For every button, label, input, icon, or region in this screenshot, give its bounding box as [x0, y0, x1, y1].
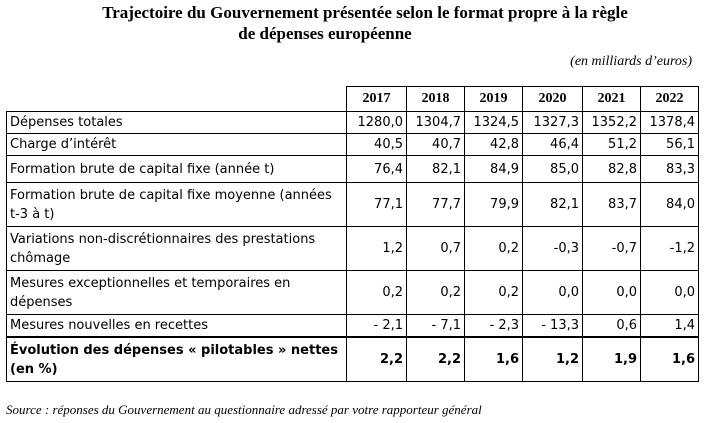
table-cell: -0,3 — [522, 226, 583, 271]
table-row: Mesures exceptionnelles et temporaires e… — [6, 270, 699, 315]
document-title: Trajectoire du Gouvernement présentée se… — [0, 2, 710, 44]
table-row: Formation brute de capital fixe (année t… — [6, 155, 699, 183]
year-header: 2018 — [406, 86, 465, 112]
year-header: 2022 — [640, 86, 699, 112]
table-cell: 79,9 — [464, 182, 523, 227]
year-header: 2021 — [582, 86, 641, 112]
table-cell: 0,0 — [640, 270, 699, 315]
row-label: Variations non-discrétionnaires des pres… — [6, 226, 347, 271]
row-label: Mesures exceptionnelles et temporaires e… — [6, 270, 347, 315]
row-label: Formation brute de capital fixe moyenne … — [6, 182, 347, 227]
table-cell: 0,2 — [464, 226, 523, 271]
table-cell: 1304,7 — [406, 111, 465, 134]
table-cell: 2,2 — [346, 336, 407, 382]
table-cell: 83,3 — [640, 155, 699, 183]
table-cell: 82,1 — [522, 182, 583, 227]
table-cell: 46,4 — [522, 133, 583, 156]
header-corner — [6, 86, 347, 112]
table-cell: 0,7 — [406, 226, 465, 271]
row-label: Mesures nouvelles en recettes — [6, 314, 347, 338]
table-cell: -1,2 — [640, 226, 699, 271]
table-cell: 51,2 — [582, 133, 641, 156]
table-cell: 0,2 — [346, 270, 407, 315]
table-cell: 0,0 — [522, 270, 583, 315]
row-label: Évolution des dépenses « pilotables » ne… — [6, 336, 347, 382]
table-cell: - 7,1 — [406, 314, 465, 338]
table-row: Charge d’intérêt 40,5 40,7 42,8 46,4 51,… — [6, 133, 699, 156]
table-cell: 1327,3 — [522, 111, 583, 134]
table-cell: -0,7 — [582, 226, 641, 271]
table-cell: - 2,1 — [346, 314, 407, 338]
table-row-total: Évolution des dépenses « pilotables » ne… — [6, 336, 699, 382]
table-cell: 1,6 — [464, 336, 523, 382]
table-cell: 1,9 — [582, 336, 641, 382]
table-row: Mesures nouvelles en recettes - 2,1 - 7,… — [6, 314, 699, 338]
table-cell: 0,2 — [406, 270, 465, 315]
table-row: Variations non-discrétionnaires des pres… — [6, 226, 699, 271]
unit-note: (en milliards d’euros) — [570, 54, 692, 69]
budget-table: 2017 2018 2019 2020 2021 2022 Dépenses t… — [6, 86, 699, 382]
table-row: Formation brute de capital fixe moyenne … — [6, 182, 699, 227]
table-cell: 0,2 — [464, 270, 523, 315]
table-cell: 2,2 — [406, 336, 465, 382]
table-cell: 83,7 — [582, 182, 641, 227]
table-cell: 77,7 — [406, 182, 465, 227]
table-cell: 77,1 — [346, 182, 407, 227]
table-cell: 1,6 — [640, 336, 699, 382]
table-cell: 1,2 — [346, 226, 407, 271]
table-cell: 1352,2 — [582, 111, 641, 134]
year-header: 2017 — [346, 86, 407, 112]
table-cell: 56,1 — [640, 133, 699, 156]
title-line-1: Trajectoire du Gouvernement présentée se… — [102, 3, 628, 22]
table-cell: 84,9 — [464, 155, 523, 183]
title-line-2: de dépenses européenne — [238, 24, 412, 43]
table-cell: 1378,4 — [640, 111, 699, 134]
table-cell: 82,8 — [582, 155, 641, 183]
header-row: 2017 2018 2019 2020 2021 2022 — [6, 86, 699, 112]
table-cell: 76,4 — [346, 155, 407, 183]
row-label: Charge d’intérêt — [6, 133, 347, 156]
table-cell: 40,5 — [346, 133, 407, 156]
row-label: Dépenses totales — [6, 111, 347, 134]
year-header: 2019 — [464, 86, 523, 112]
table-cell: 1,4 — [640, 314, 699, 338]
table-cell: 1,2 — [522, 336, 583, 382]
source-note: Source : réponses du Gouvernement au que… — [6, 402, 482, 417]
table-cell: 40,7 — [406, 133, 465, 156]
table-cell: - 2,3 — [464, 314, 523, 338]
table-cell: 0,6 — [582, 314, 641, 338]
table-cell: 82,1 — [406, 155, 465, 183]
table-cell: 84,0 — [640, 182, 699, 227]
table-cell: 85,0 — [522, 155, 583, 183]
table-cell: 0,0 — [582, 270, 641, 315]
table-row: Dépenses totales 1280,0 1304,7 1324,5 13… — [6, 111, 699, 134]
row-label: Formation brute de capital fixe (année t… — [6, 155, 347, 183]
table-cell: - 13,3 — [522, 314, 583, 338]
table-cell: 42,8 — [464, 133, 523, 156]
year-header: 2020 — [522, 86, 583, 112]
table-cell: 1280,0 — [346, 111, 407, 134]
table-cell: 1324,5 — [464, 111, 523, 134]
